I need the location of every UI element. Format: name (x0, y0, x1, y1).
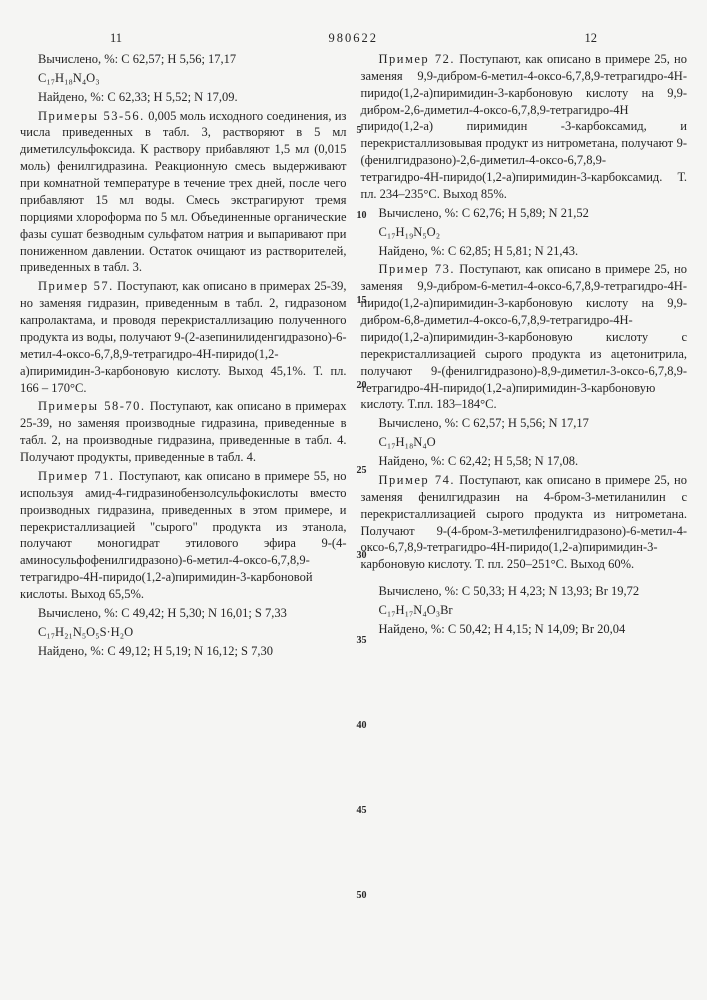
calc-text: Вычислено, %: С 62,57; Н 5,56; 17,17 (20, 51, 347, 68)
calc-text: Вычислено, %: С 49,42; Н 5,30; N 16,01; … (20, 605, 347, 622)
found-text: Найдено, %: С 62,85; Н 5,81; N 21,43. (361, 243, 688, 260)
example-body: Поступают, как описано в примере 55, но … (20, 469, 347, 601)
formula-text: С₁₇Н₁₈N₄O₃ (20, 70, 347, 87)
found-text: Найдено, %: С 62,33; Н 5,52; N 17,09. (20, 89, 347, 106)
calc-text: Вычислено, %: С 50,33; Н 4,23; N 13,93; … (361, 583, 688, 600)
formula-text: С₁₇Н₁₈N₄O (361, 434, 688, 451)
example-57: Пример 57. Поступают, как описано в прим… (20, 278, 347, 396)
found-text: Найдено, %: С 50,42; Н 4,15; N 14,09; Br… (361, 621, 688, 638)
example-body: Поступают, как описано в примере 25, но … (361, 52, 688, 201)
example-58-70: Примеры 58-70. Поступают, как описано в … (20, 398, 347, 466)
example-label: Пример 71. (38, 469, 115, 483)
calc-text: Вычислено, %: С 62,76; Н 5,89; N 21,52 (361, 205, 688, 222)
formula-text: С₁₇Н₁₇N₄O₃Br (361, 602, 688, 619)
left-column: 5 10 15 20 25 30 35 40 45 50 Вычислено, … (20, 51, 347, 662)
example-label: Пример 74. (379, 473, 456, 487)
right-column: Пример 72. Поступают, как описано в прим… (361, 51, 688, 662)
example-body: 0,005 моль исходного соединения, из числ… (20, 109, 347, 275)
example-53-56: Примеры 53-56. 0,005 моль исходного соед… (20, 108, 347, 277)
found-text: Найдено, %: С 49,12; Н 5,19; N 16,12; S … (20, 643, 347, 660)
calc-text: Вычислено, %: С 62,57; Н 5,56; N 17,17 (361, 415, 688, 432)
example-label: Пример 73. (379, 262, 456, 276)
line-number: 45 (357, 804, 367, 818)
page-number-right: 12 (584, 30, 597, 47)
line-number: 40 (357, 719, 367, 733)
page-header: 11 980622 12 (20, 30, 687, 47)
example-body: Поступают, как описано в примерах 25-39,… (20, 279, 347, 394)
example-73: Пример 73. Поступают, как описано в прим… (361, 261, 688, 413)
example-label: Примеры 53-56. (38, 109, 145, 123)
line-number: 50 (357, 889, 367, 903)
found-text: Найдено, %: С 62,42; Н 5,58; N 17,08. (361, 453, 688, 470)
example-72: Пример 72. Поступают, как описано в прим… (361, 51, 688, 203)
example-71: Пример 71. Поступают, как описано в прим… (20, 468, 347, 603)
formula-text: С₁₇Н₁₉N₅O₂ (361, 224, 688, 241)
example-label: Примеры 58-70. (38, 399, 146, 413)
page-number-left: 11 (110, 30, 122, 47)
document-number: 980622 (329, 30, 379, 47)
example-label: Пример 72. (379, 52, 456, 66)
example-74: Пример 74. Поступают, как описано в прим… (361, 472, 688, 573)
formula-text: С₁₇Н₂₁N₅O₅S·H₂O (20, 624, 347, 641)
text-columns: 5 10 15 20 25 30 35 40 45 50 Вычислено, … (20, 51, 687, 662)
example-label: Пример 57. (38, 279, 114, 293)
example-body: Поступают, как описано в примере 25, но … (361, 473, 688, 571)
example-body: Поступают, как описано в примере 25, но … (361, 262, 688, 411)
